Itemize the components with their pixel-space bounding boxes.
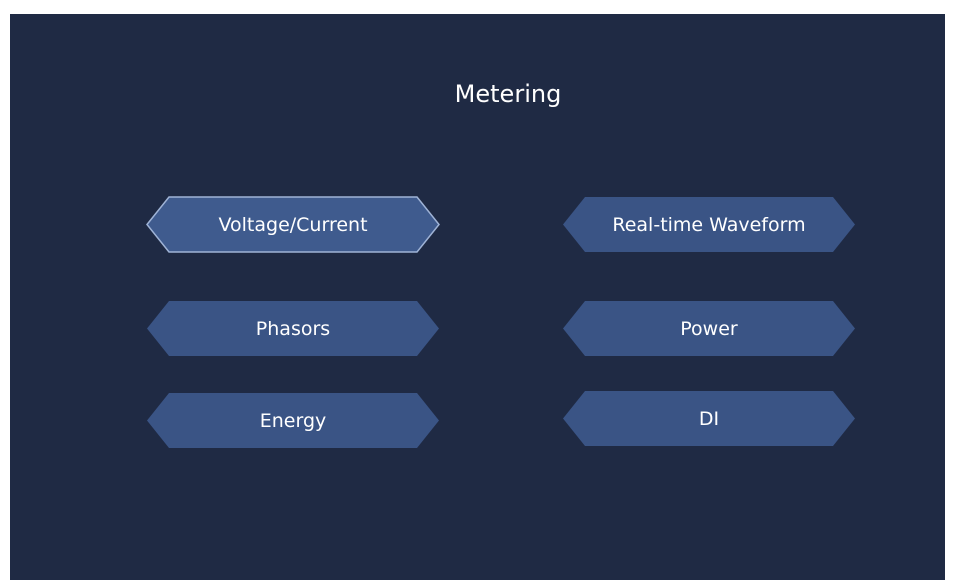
menu-button[interactable]: DI (563, 391, 855, 446)
panel (10, 14, 945, 580)
menu-button[interactable]: Real-time Waveform (563, 197, 855, 252)
button-label[interactable]: Power (680, 318, 738, 340)
button-shape[interactable] (146, 196, 440, 253)
button-shape[interactable] (147, 393, 439, 448)
button-shape[interactable] (147, 301, 439, 356)
menu-button[interactable]: Energy (147, 393, 439, 448)
button-label[interactable]: DI (699, 408, 719, 430)
button-label[interactable]: Voltage/Current (218, 214, 367, 236)
page-title: Metering (455, 80, 562, 108)
menu-button[interactable]: Power (563, 301, 855, 356)
menu-button[interactable]: Voltage/Current (146, 196, 440, 253)
button-label[interactable]: Real-time Waveform (612, 214, 805, 236)
button-shape[interactable] (563, 391, 855, 446)
button-shape[interactable] (563, 301, 855, 356)
button-label[interactable]: Phasors (256, 318, 330, 340)
button-label[interactable]: Energy (260, 410, 327, 432)
menu-button[interactable]: Phasors (147, 301, 439, 356)
button-shape[interactable] (563, 197, 855, 252)
